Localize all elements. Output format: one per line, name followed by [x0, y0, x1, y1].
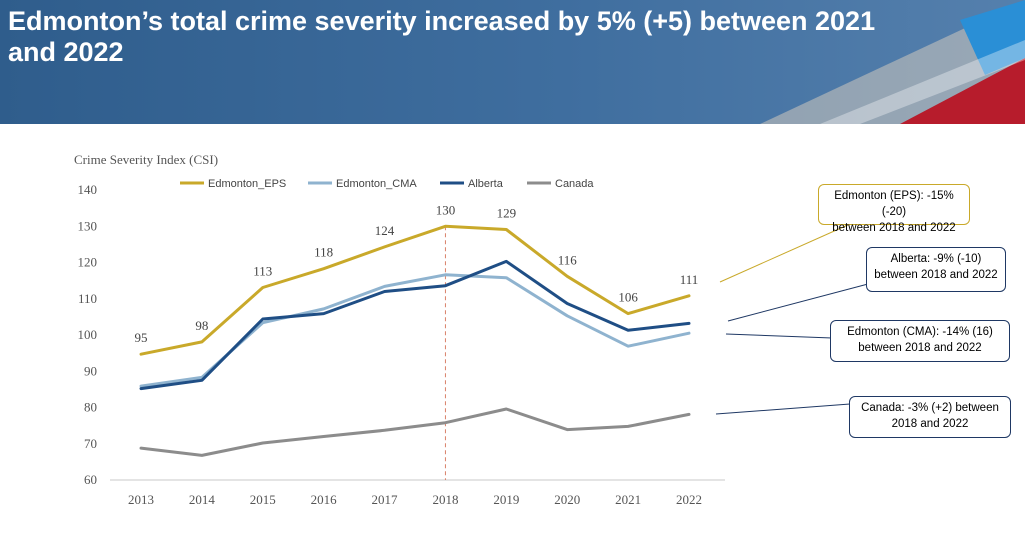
data-label-eps: 130 [436, 202, 456, 217]
legend-label: Alberta [468, 178, 504, 190]
data-label-eps: 95 [135, 330, 148, 345]
connector-eps [719, 223, 851, 283]
callout-eps-line2: between 2018 and 2022 [832, 222, 956, 234]
series-line-alberta [139, 259, 691, 391]
connector-alberta [727, 283, 869, 322]
data-label-eps: 129 [497, 206, 517, 221]
data-label-eps: 118 [314, 245, 333, 260]
header-banner: Edmonton’s total crime severity increase… [0, 0, 1025, 124]
x-tick-label: 2015 [250, 492, 276, 507]
x-tick-label: 2019 [493, 492, 519, 507]
callout-canada-line1: Canada: -3% (+2) between [861, 402, 999, 414]
y-tick-label: 110 [78, 291, 97, 306]
x-tick-label: 2022 [676, 492, 702, 507]
data-label-eps: 111 [680, 272, 699, 287]
series-line-canada [139, 407, 691, 457]
y-tick-label: 140 [78, 182, 98, 197]
data-label-eps: 113 [253, 264, 272, 279]
x-tick-label: 2017 [372, 492, 399, 507]
legend-label: Edmonton_CMA [336, 178, 417, 190]
callout-alberta-line1: Alberta: -9% (-10) [890, 253, 982, 265]
data-label-eps: 116 [558, 252, 578, 267]
y-tick-label: 80 [84, 400, 97, 415]
y-tick-label: 120 [78, 255, 98, 270]
callout-eps-line1: Edmonton (EPS): -15% (-20) [834, 190, 954, 218]
data-labels: 95 98 113 118 124 130 129 116 106 111 [135, 202, 699, 345]
callout-cma-line2: between 2018 and 2022 [858, 342, 982, 354]
callout-canada: Canada: -3% (+2) between 2018 and 2022 [849, 396, 1011, 438]
x-tick-label: 2020 [554, 492, 580, 507]
callout-alberta: Alberta: -9% (-10) between 2018 and 2022 [866, 247, 1006, 292]
line-chart: Crime Severity Index (CSI) 60 70 80 90 100 11… [74, 152, 869, 507]
y-tick-label: 100 [78, 327, 98, 342]
callout-cma: Edmonton (CMA): -14% (16) between 2018 a… [830, 320, 1010, 362]
series-line-edmonton-eps [139, 224, 691, 356]
y-tick-label: 130 [78, 218, 98, 233]
series-lines [139, 224, 691, 457]
callout-canada-line2: 2018 and 2022 [891, 418, 969, 430]
legend: Edmonton_EPS Edmonton_CMA Alberta Canada [180, 178, 594, 190]
data-label-eps: 98 [195, 318, 208, 333]
x-tick-label: 2013 [128, 492, 154, 507]
connector-cma [725, 333, 833, 339]
y-tick-label: 90 [84, 363, 97, 378]
legend-item-alberta: Alberta [440, 178, 504, 190]
legend-label: Canada [555, 178, 594, 190]
x-tick-label: 2021 [615, 492, 641, 507]
data-label-eps: 124 [375, 223, 395, 238]
data-label-eps: 106 [618, 290, 638, 305]
legend-item-canada: Canada [527, 178, 594, 190]
x-tick-label: 2016 [311, 492, 338, 507]
y-axis-ticks: 60 70 80 90 100 110 120 130 140 [78, 182, 98, 487]
legend-item-edmonton-cma: Edmonton_CMA [308, 178, 417, 190]
callout-eps: Edmonton (EPS): -15% (-20) between 2018 … [818, 184, 970, 234]
x-axis-ticks: 2013 2014 2015 2016 2017 2018 2019 2020 2021 2022 [128, 492, 702, 507]
banner-decoration [760, 0, 1025, 124]
legend-item-edmonton-eps: Edmonton_EPS [180, 178, 286, 190]
callout-cma-line1: Edmonton (CMA): -14% (16) [847, 326, 993, 338]
y-tick-label: 70 [84, 436, 97, 451]
legend-label: Edmonton_EPS [208, 178, 286, 190]
series-line-edmonton-cma [139, 273, 691, 388]
y-axis-title: Crime Severity Index (CSI) [74, 152, 218, 167]
callout-connectors [715, 223, 869, 415]
page-title: Edmonton’s total crime severity increase… [8, 6, 876, 67]
connector-canada [715, 403, 851, 415]
callout-alberta-line2: between 2018 and 2022 [874, 269, 998, 281]
y-tick-label: 60 [84, 472, 97, 487]
x-tick-label: 2018 [432, 492, 458, 507]
x-tick-label: 2014 [189, 492, 216, 507]
